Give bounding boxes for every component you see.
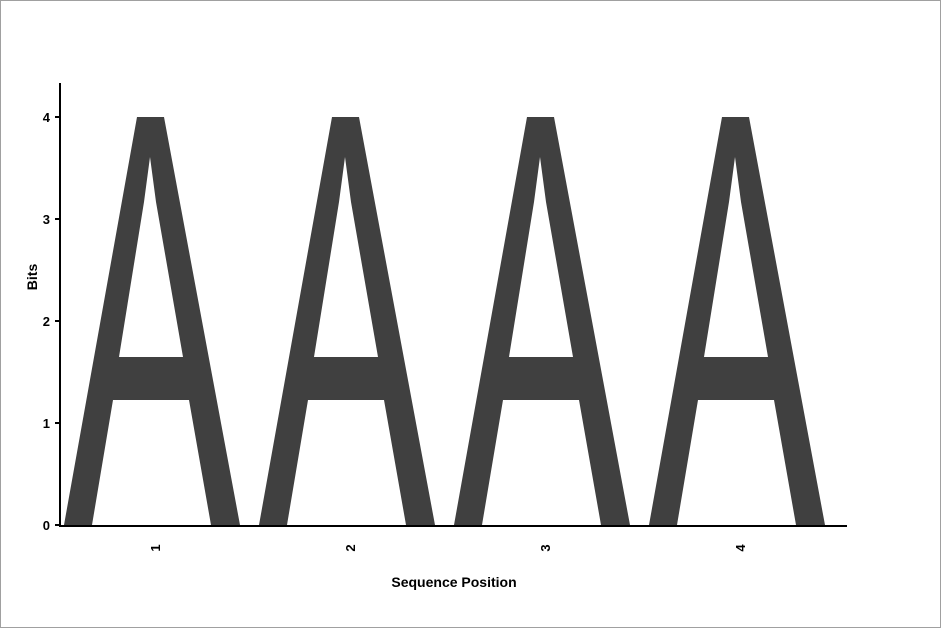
x-tick-label: 2 bbox=[343, 544, 358, 551]
letter-a-position-4 bbox=[649, 117, 825, 525]
letter-a-position-1 bbox=[64, 117, 240, 525]
axes-group bbox=[59, 83, 847, 527]
y-tick-label: 0 bbox=[43, 518, 50, 533]
x-tick-label: 3 bbox=[538, 544, 553, 551]
x-tick-label: 1 bbox=[148, 544, 163, 551]
letter-a-position-2 bbox=[259, 117, 435, 525]
letter-a-position-3 bbox=[454, 117, 630, 525]
y-tick-label: 2 bbox=[43, 314, 50, 329]
letter-stack-group bbox=[64, 117, 825, 525]
y-tick-label: 3 bbox=[43, 212, 50, 227]
x-axis-title: Sequence Position bbox=[391, 574, 516, 590]
y-tick-label: 4 bbox=[43, 110, 51, 125]
y-tick-label: 1 bbox=[43, 416, 50, 431]
y-ticks-group: 0 1 2 3 4 bbox=[43, 110, 60, 533]
x-tick-label: 4 bbox=[733, 544, 748, 552]
y-axis-title: Bits bbox=[24, 264, 40, 291]
x-ticks-group: 1 2 3 4 bbox=[148, 544, 748, 552]
